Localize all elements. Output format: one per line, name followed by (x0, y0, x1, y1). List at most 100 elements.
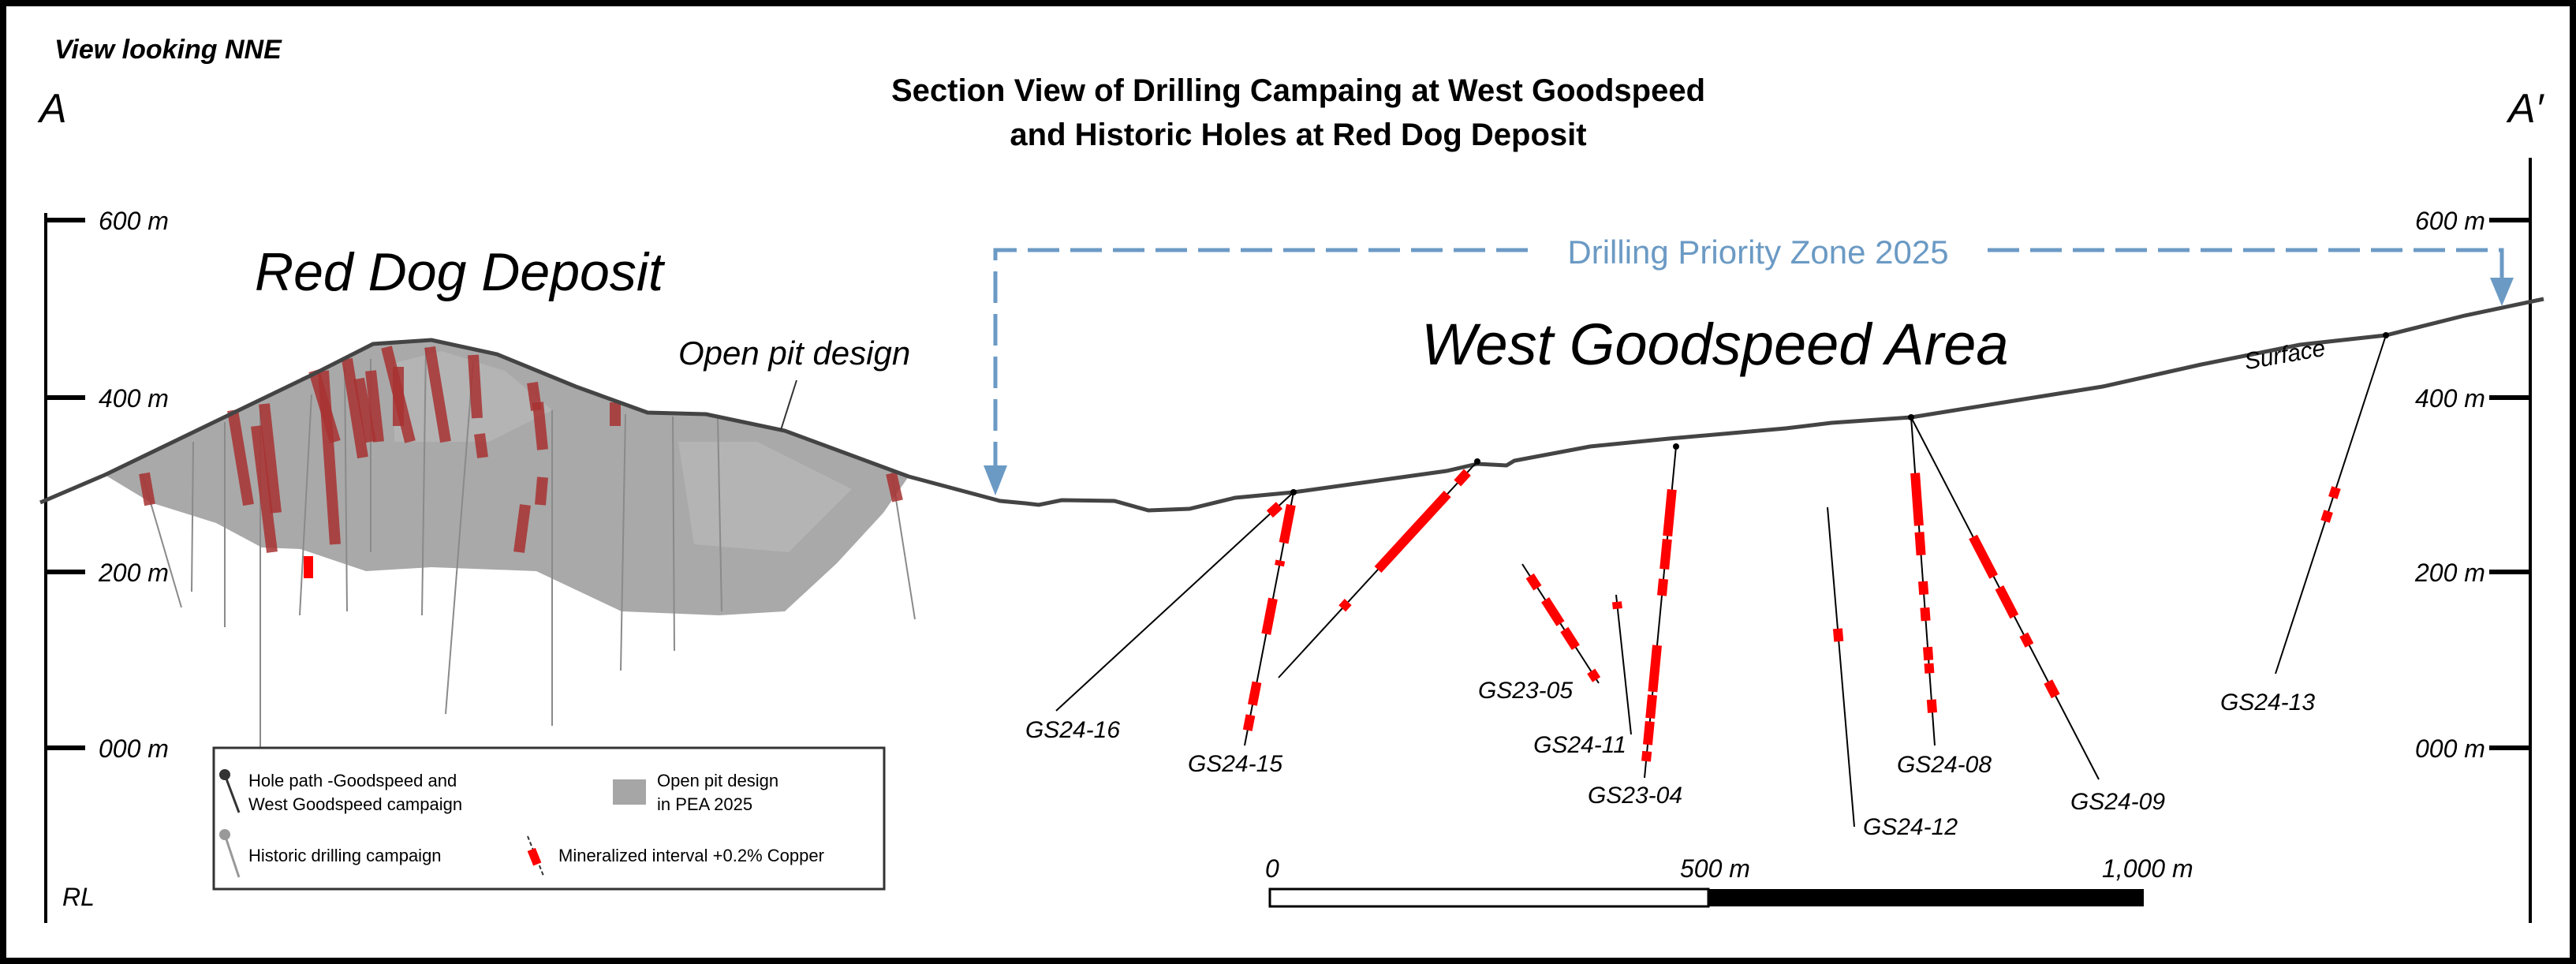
scale-label-1000: 1,000 m (2102, 854, 2193, 883)
mineralized-interval (1560, 626, 1580, 650)
historic-hole-path (299, 394, 312, 616)
left-tick-000: 000 m (99, 734, 169, 763)
historic-mineralized-interval (474, 433, 488, 458)
historic-hole-path (620, 413, 626, 671)
right-tick-400: 400 m (2415, 384, 2485, 413)
historic-mineralized-interval (139, 472, 155, 506)
view-direction-label: View looking NNE (54, 35, 282, 65)
left-elevation-axis: 600 m 400 m 200 m 000 m RL (44, 207, 169, 923)
topographic-surface-line (39, 297, 2544, 513)
pit-shading (394, 351, 852, 552)
historic-mineralized-interval (424, 346, 451, 443)
mineralized-interval (1248, 681, 1262, 706)
right-tick-200: 200 m (2414, 559, 2485, 587)
legend-open-pit-1: Open pit design (657, 771, 778, 790)
datum-label: RL (62, 883, 95, 911)
historic-hole-path (191, 441, 194, 592)
drilling-priority-zone: Drilling Priority Zone 2025 (984, 234, 2514, 495)
hole-collar-icon (2383, 332, 2389, 338)
mineralized-interval (1374, 491, 1451, 574)
mineralized-interval (1659, 539, 1672, 570)
drill-hole (1521, 563, 1601, 684)
hole-label: GS24-15 (1188, 751, 1282, 777)
historic-hole-path (717, 417, 722, 612)
historic-hole-path (344, 366, 348, 612)
hole-collar-icon (1673, 443, 1679, 450)
right-tick-600: 600 m (2415, 207, 2485, 235)
title-line-2: and Historic Holes at Red Dog Deposit (1010, 118, 1586, 152)
mineralized-interval (2019, 632, 2034, 648)
hole-path (2275, 334, 2387, 674)
open-pit-design-label: Open pit design (678, 334, 910, 372)
title-line-1: Section View of Drilling Campaing at Wes… (891, 73, 1705, 108)
drill-hole-labels: GS24-16 GS24-15 GS23-05 GS24-11 GS23-04 … (1025, 678, 2315, 840)
mineralized-interval (2328, 486, 2341, 499)
drill-hole (1242, 491, 1296, 746)
mineralized-interval (2044, 679, 2060, 699)
mineralized-interval (1641, 750, 1652, 762)
historic-mineralized-interval (259, 403, 282, 514)
hole-path (1615, 594, 1632, 735)
open-pit-leader-line (780, 379, 797, 431)
mineralized-interval (1643, 721, 1655, 745)
scale-label-500: 500 m (1680, 854, 1750, 883)
mineralized-interval (1242, 714, 1256, 731)
legend-historic: Historic drilling campaign (248, 846, 442, 865)
hole-label: GS24-13 (2220, 689, 2315, 716)
historic-mineralized-interval (227, 409, 254, 506)
historic-mineralized-interval (468, 354, 483, 419)
historic-mineralized-interval (535, 476, 548, 506)
historic-mineralized-interval (353, 377, 376, 443)
mineralized-interval (1266, 502, 1283, 518)
mineralized-interval (1918, 581, 1929, 596)
mineralized-interval (1924, 663, 1935, 674)
left-tick-400: 400 m (99, 384, 169, 413)
hole-label: GS24-11 (1533, 732, 1626, 758)
mineralized-interval (1338, 599, 1352, 612)
hole-label: GS24-09 (2070, 789, 2165, 815)
mineralized-interval (1611, 601, 1622, 610)
mineralized-interval (1279, 503, 1296, 544)
legend-hole-path-2: West Goodspeed campaign (248, 794, 462, 814)
historic-mineralized-interval (251, 425, 278, 553)
drill-hole (2275, 332, 2389, 674)
left-tick-600: 600 m (99, 207, 169, 235)
drill-hole (1908, 414, 1937, 746)
right-tick-000: 000 m (2415, 734, 2485, 763)
legend-mineralized: Mineralized interval +0.2% Copper (558, 846, 824, 865)
drill-hole (1827, 506, 1855, 828)
historic-mineralized-interval (886, 472, 903, 503)
hole-label: GS24-08 (1897, 752, 1992, 778)
historic-hole-path (672, 416, 675, 652)
hole-label: GS24-12 (1863, 814, 1958, 840)
hole-path (1827, 506, 1855, 828)
scale-bar: 0 500 m 1,000 m (1265, 854, 2193, 908)
historic-mineralized-interval (318, 370, 341, 545)
drill-holes (1055, 332, 2389, 828)
legend-open-pit-2: in PEA 2025 (657, 794, 752, 814)
mineralized-interval (1663, 489, 1677, 536)
mineralized-interval (2320, 510, 2333, 523)
open-pit-swatch-icon (613, 779, 646, 805)
priority-arrow-left-icon (984, 465, 1007, 495)
hole-label: GS23-04 (1588, 783, 1682, 809)
west-goodspeed-area-label: West Goodspeed Area (1421, 312, 2009, 377)
historic-mineralized-interval (342, 357, 368, 459)
historic-drill-holes (139, 346, 916, 749)
legend-hole-path-1: Hole path -Goodspeed and (248, 771, 457, 790)
priority-arrow-right-icon (2490, 278, 2514, 306)
right-elevation-axis: 600 m 400 m 200 m 000 m (2414, 158, 2532, 923)
historic-mineralized-interval (532, 402, 548, 450)
hole-path (1055, 491, 1294, 712)
mineralized-interval (1914, 532, 1926, 556)
section-end-label: A′ (2506, 86, 2545, 132)
mineralized-interval (1261, 597, 1278, 635)
legend: Hole path -Goodspeed and West Goodspeed … (212, 746, 886, 891)
mineralized-interval (1910, 473, 1924, 526)
mineralized-interval (1525, 573, 1542, 591)
mineralized-interval (1645, 694, 1657, 719)
mineralized-interval (1995, 585, 2019, 619)
drill-hole (1278, 458, 1480, 678)
mineralized-interval (1587, 668, 1601, 682)
